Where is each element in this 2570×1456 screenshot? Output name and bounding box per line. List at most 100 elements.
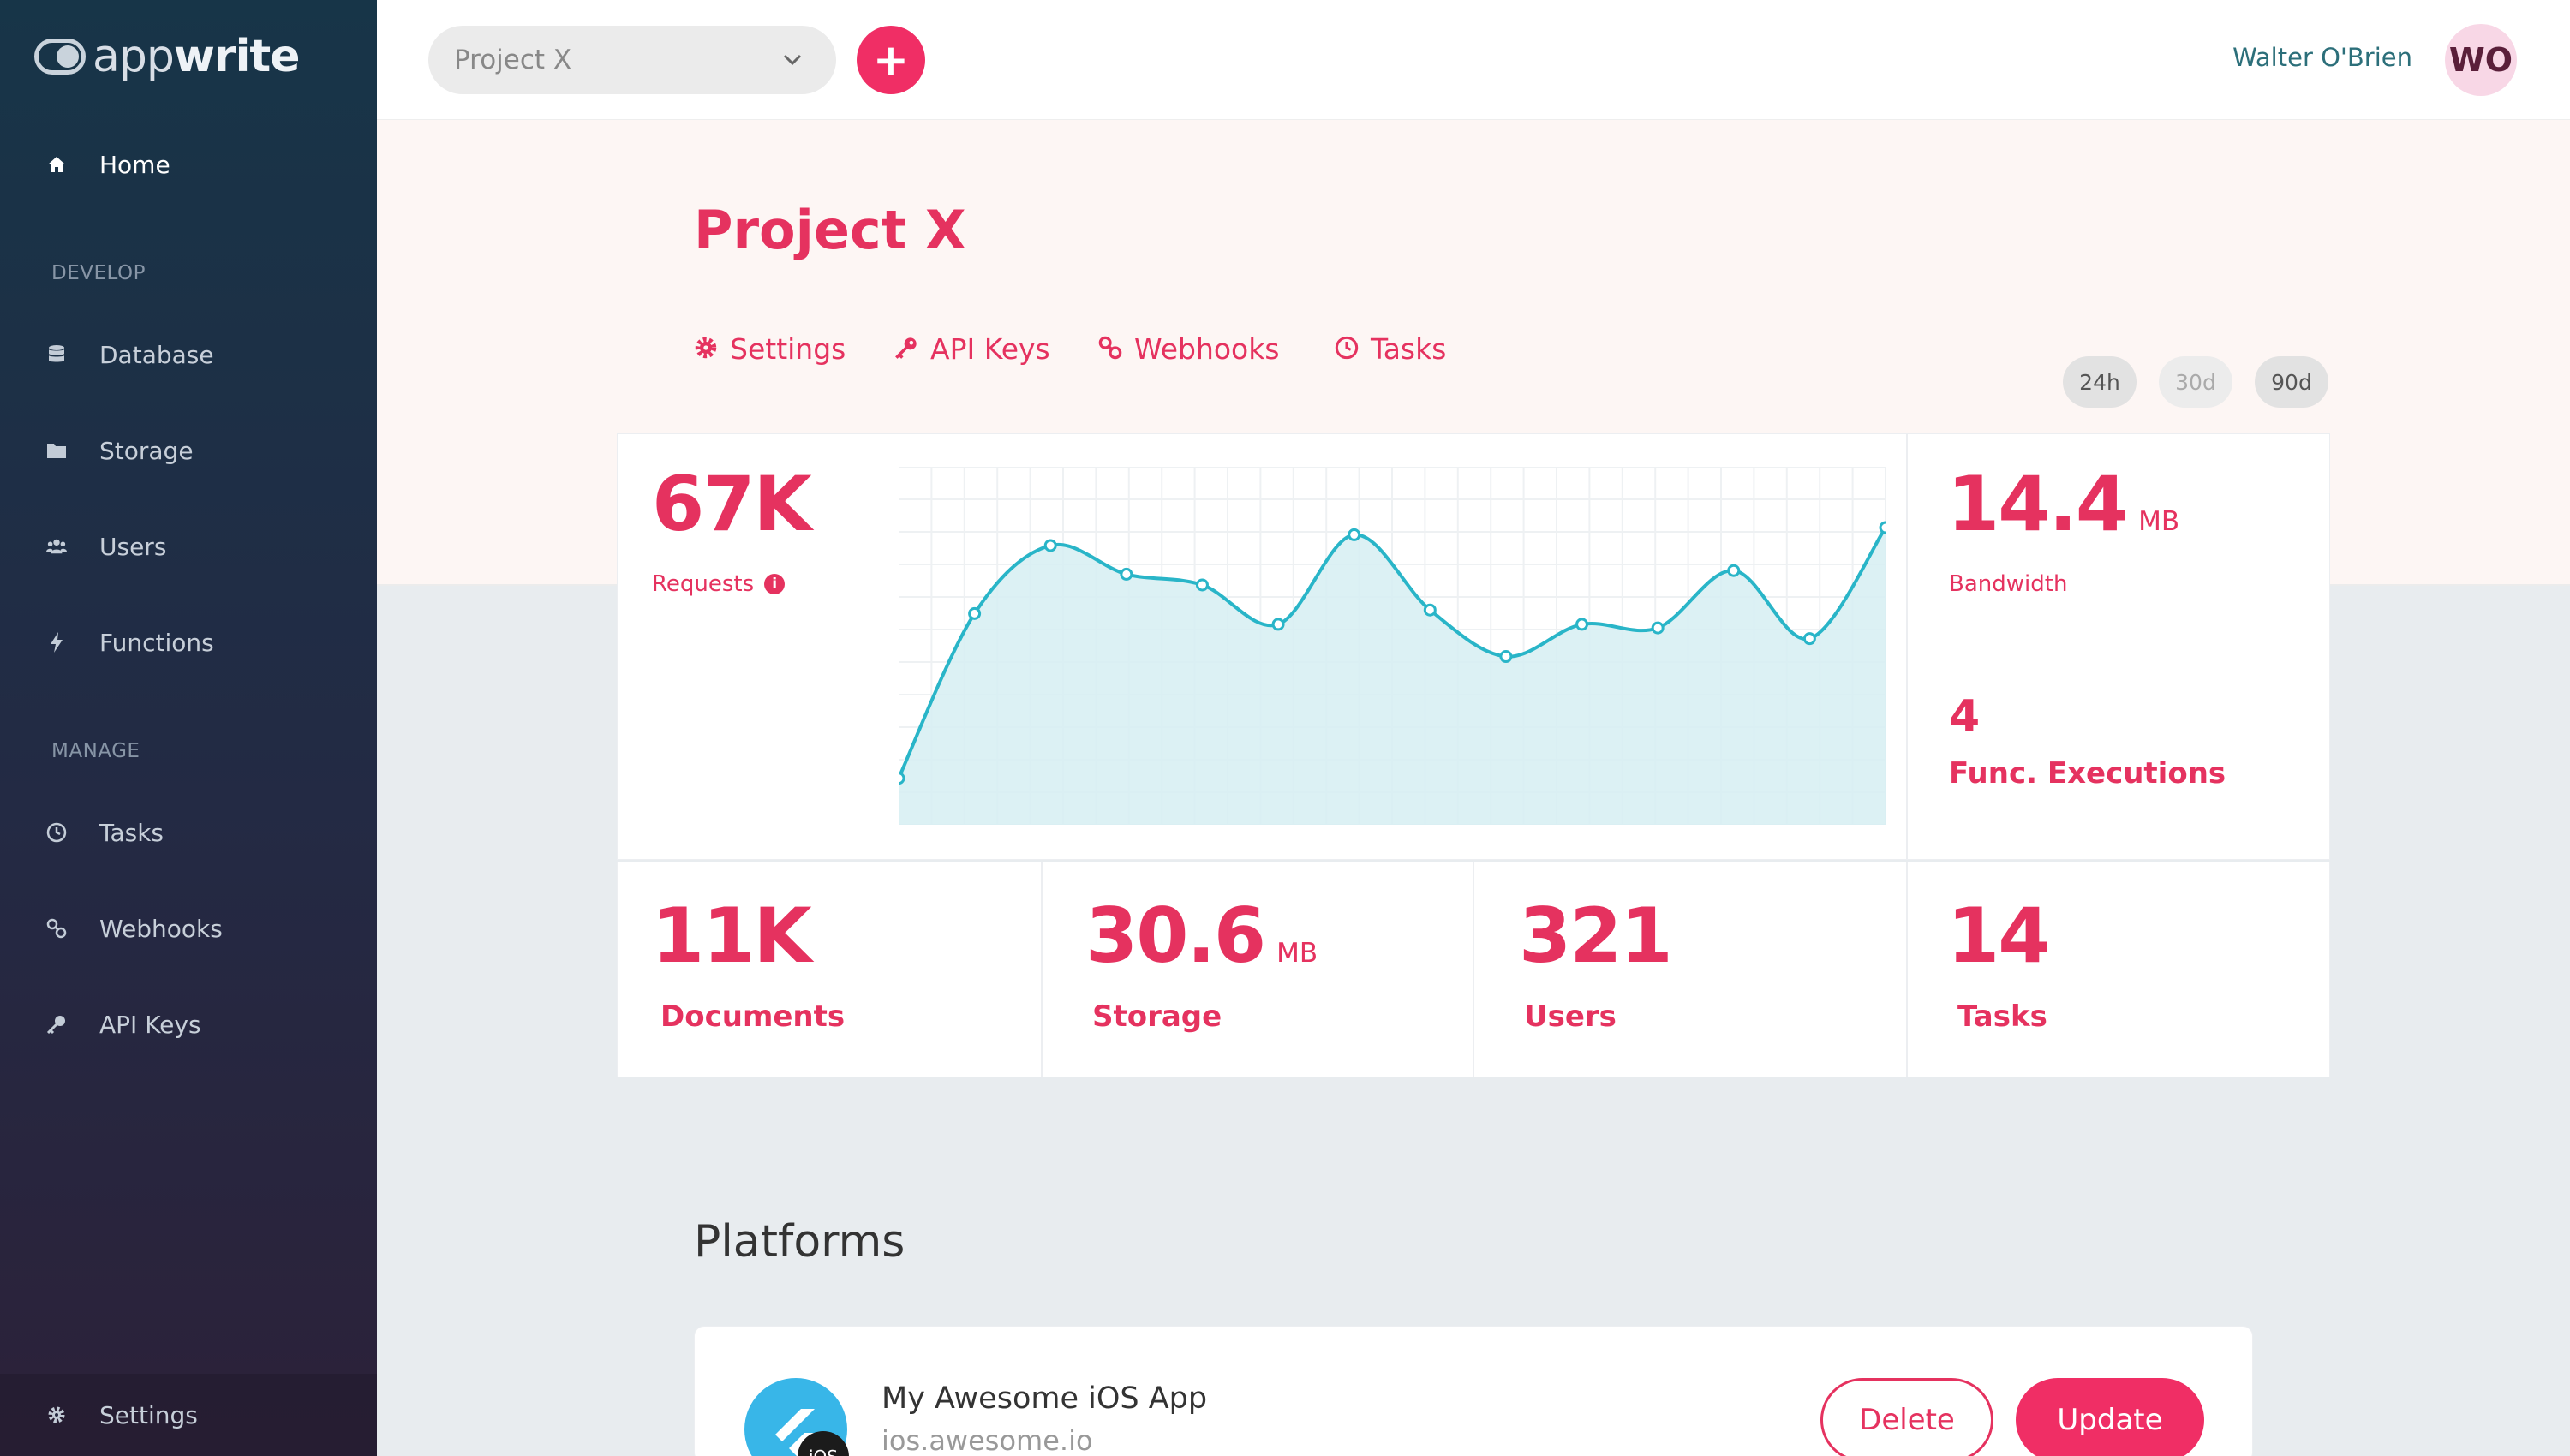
storage-value: 30.6 MB (1085, 892, 1318, 980)
sidebar-item-functions[interactable]: Functions (0, 608, 377, 677)
range-30d-button[interactable]: 30d (2159, 356, 2232, 408)
platforms-title: Platforms (694, 1216, 905, 1268)
tab-label: API Keys (930, 332, 1050, 366)
chart-data-point (1802, 632, 1816, 646)
sidebar-item-label: Functions (99, 628, 214, 657)
info-icon[interactable]: i (764, 574, 786, 594)
requests-value: 67K (652, 460, 812, 548)
section-manage: MANAGE (51, 740, 140, 762)
sidebar-item-tasks[interactable]: Tasks (0, 798, 377, 867)
chart-data-point (1575, 618, 1589, 631)
chart-data-point (1271, 618, 1285, 631)
sidebar-item-storage[interactable]: Storage (0, 416, 377, 485)
sidebar-item-users[interactable]: Users (0, 512, 377, 581)
avatar[interactable]: WO (2445, 24, 2517, 96)
sidebar: appwrite Home DEVELOP Database Storage U… (0, 0, 377, 1456)
chart-data-point (1499, 650, 1513, 664)
clock-icon (46, 822, 67, 843)
project-select-value: Project X (454, 45, 572, 75)
clock-icon (1335, 336, 1359, 363)
sidebar-item-api-keys[interactable]: API Keys (0, 990, 377, 1059)
chart-data-point (1043, 539, 1057, 552)
chart-data-point (968, 606, 982, 620)
storage-label: Storage (1092, 1000, 1222, 1034)
key-icon (46, 1014, 67, 1035)
platform-host: ios.awesome.io (882, 1424, 1093, 1456)
tab-label: Settings (730, 332, 846, 366)
topbar: Project X + Walter O'Brien WO (377, 0, 2570, 120)
section-develop: DEVELOP (51, 262, 146, 284)
sidebar-item-webhooks[interactable]: Webhooks (0, 894, 377, 963)
link-icon (46, 918, 67, 939)
tab-tasks[interactable]: Tasks (1335, 332, 1446, 366)
logo-text: appwrite (93, 31, 301, 82)
tab-webhooks[interactable]: Webhooks (1098, 332, 1280, 366)
sidebar-item-label: Storage (99, 436, 194, 465)
chart-data-point (1423, 603, 1437, 617)
documents-label: Documents (660, 1000, 846, 1034)
sidebar-item-label: API Keys (99, 1010, 201, 1039)
platform-name: My Awesome iOS App (882, 1381, 1208, 1416)
storage-unit: MB (1276, 938, 1318, 969)
users-value: 321 (1519, 892, 1673, 980)
bolt-icon (46, 632, 67, 653)
tasks-label: Tasks (1957, 1000, 2047, 1034)
storage-number: 30.6 (1085, 892, 1266, 980)
sidebar-item-home[interactable]: Home (0, 130, 377, 199)
users-icon (46, 536, 67, 557)
bandwidth-unit: MB (2138, 506, 2180, 537)
database-icon (46, 344, 67, 365)
chevron-down-icon (780, 46, 805, 75)
range-24h-button[interactable]: 24h (2063, 356, 2137, 408)
requests-card: 67K Requests i (617, 433, 1907, 860)
chart-data-point (1727, 564, 1741, 577)
executions-label: Func. Executions (1949, 756, 2226, 791)
gear-icon (46, 1405, 67, 1425)
tab-label: Webhooks (1134, 332, 1280, 366)
key-icon (894, 336, 918, 363)
delete-button[interactable]: Delete (1820, 1378, 1993, 1456)
add-project-button[interactable]: + (857, 26, 925, 94)
chart-data-point (1651, 621, 1665, 635)
page-title: Project X (694, 199, 966, 261)
bandwidth-card: 14.4 MB Bandwidth 4 Func. Executions (1907, 433, 2330, 860)
chart-area-fill (899, 528, 1886, 825)
users-label: Users (1524, 1000, 1617, 1034)
bandwidth-number: 14.4 (1947, 460, 2128, 548)
chart-data-point (1879, 521, 1886, 534)
requests-label-text: Requests (652, 571, 755, 597)
tasks-card: 14 Tasks (1907, 862, 2330, 1077)
project-select[interactable]: Project X (428, 26, 836, 94)
link-icon (1098, 336, 1122, 363)
documents-value: 11K (652, 892, 812, 980)
tab-api-keys[interactable]: API Keys (894, 332, 1050, 366)
sidebar-item-settings[interactable]: Settings (0, 1374, 377, 1456)
chart-data-point (899, 772, 905, 785)
home-icon (46, 154, 67, 175)
bandwidth-label: Bandwidth (1949, 571, 2068, 597)
logo-icon (34, 39, 86, 75)
tab-settings[interactable]: Settings (694, 332, 846, 366)
gear-icon (694, 336, 718, 363)
users-card: 321 Users (1473, 862, 1907, 1077)
requests-chart (899, 467, 1886, 825)
update-button[interactable]: Update (2016, 1378, 2204, 1456)
appwrite-logo[interactable]: appwrite (34, 31, 301, 82)
chart-data-point (1195, 578, 1209, 592)
platform-card[interactable]: iOS My Awesome iOS App ios.awesome.io De… (694, 1326, 2253, 1456)
tab-label: Tasks (1371, 332, 1447, 366)
user-name[interactable]: Walter O'Brien (2232, 43, 2412, 72)
bandwidth-value: 14.4 MB (1947, 460, 2179, 548)
chart-data-point (1120, 567, 1133, 581)
sidebar-item-label: Settings (99, 1400, 198, 1429)
requests-label: Requests i (652, 571, 786, 597)
chart-data-point (1348, 528, 1361, 541)
sidebar-item-label: Users (99, 532, 167, 561)
range-90d-button[interactable]: 90d (2255, 356, 2328, 408)
executions-value: 4 (1949, 691, 1980, 743)
sidebar-item-label: Tasks (99, 818, 164, 847)
sidebar-item-label: Home (99, 150, 170, 179)
folder-icon (46, 440, 67, 461)
sidebar-item-label: Database (99, 340, 214, 369)
sidebar-item-database[interactable]: Database (0, 320, 377, 389)
